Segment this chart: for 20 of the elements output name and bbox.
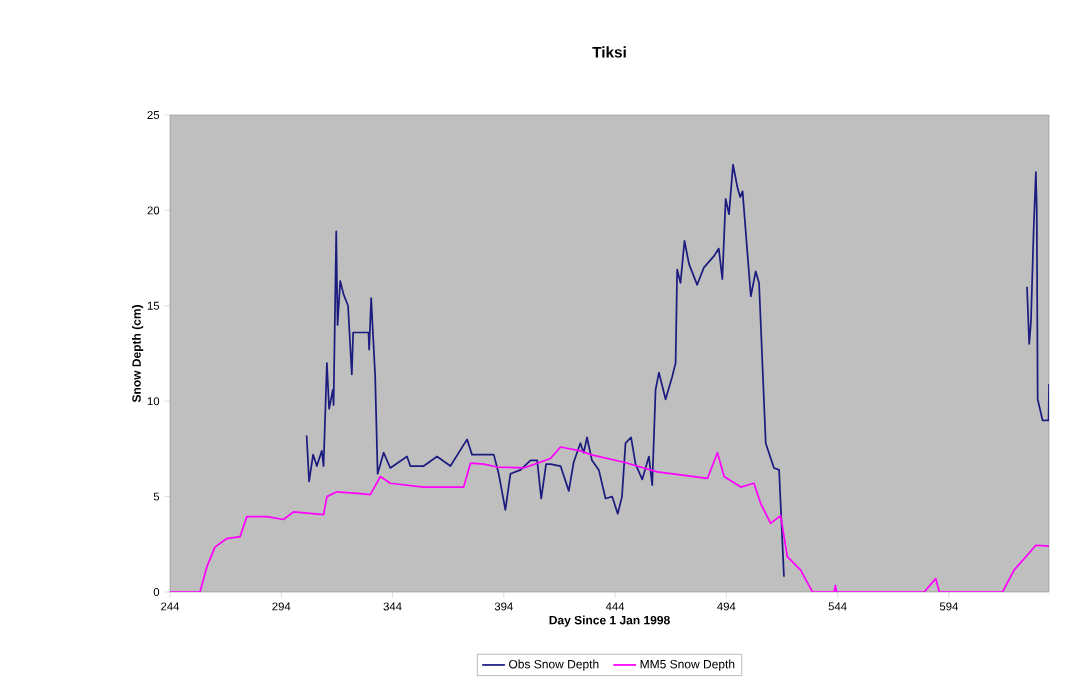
y-tick-label: 10 (147, 397, 160, 406)
legend-label: MM5 Snow Depth (640, 659, 735, 671)
x-axis-title: Day Since 1 Jan 1998 (549, 615, 670, 627)
y-tick-label: 5 (153, 492, 160, 501)
y-axis-title: Snow Depth (cm) (131, 305, 144, 403)
x-tick-label: 294 (272, 602, 291, 611)
y-tick-label: 20 (147, 206, 160, 215)
x-tick-label: 394 (494, 602, 513, 611)
x-tick-label: 444 (605, 602, 625, 611)
x-tick-label: 544 (828, 602, 847, 611)
x-tick-label: 494 (717, 602, 736, 611)
x-tick-label: 594 (939, 602, 958, 611)
x-tick-label: 244 (161, 602, 180, 611)
x-tick-label: 344 (383, 602, 402, 611)
legend-label: Obs Snow Depth (509, 659, 599, 671)
chart-title: Tiksi (592, 46, 626, 58)
y-tick-label: 0 (153, 588, 160, 597)
y-tick-label: 15 (147, 301, 160, 310)
line-series (170, 446, 1050, 592)
y-tick-label: 25 (147, 110, 160, 119)
